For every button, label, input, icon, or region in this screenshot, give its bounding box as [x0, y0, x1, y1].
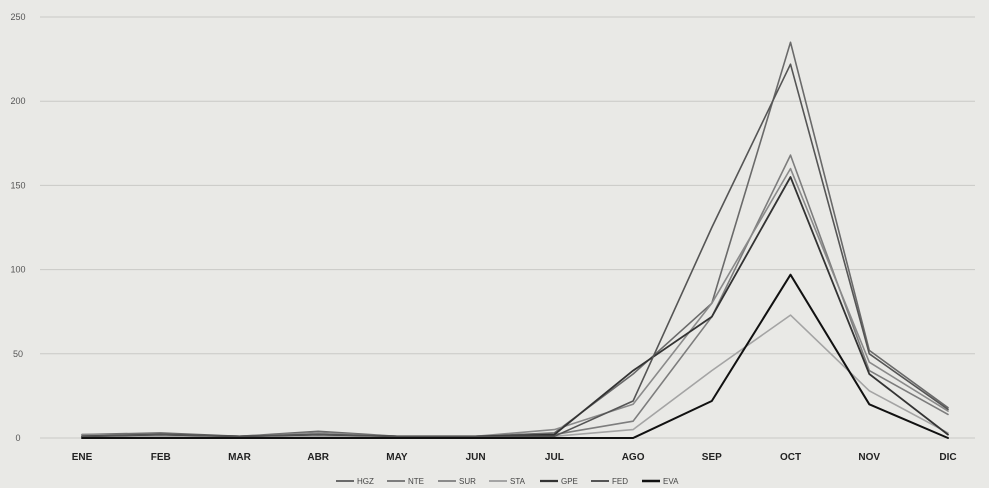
x-tick-label: JUL: [545, 452, 564, 463]
series-line-gpe: [81, 176, 949, 438]
x-tick-label: OCT: [780, 452, 801, 463]
series-line-fed: [81, 63, 949, 438]
legend-label-gpe: GPE: [561, 477, 578, 486]
x-tick-label: DIC: [939, 452, 956, 463]
x-tick-label: JUN: [466, 452, 486, 463]
legend-label-sur: SUR: [459, 477, 476, 486]
y-tick-label: 250: [10, 12, 25, 22]
grid: [40, 16, 975, 439]
legend-label-hgz: HGZ: [357, 477, 374, 486]
y-tick-label: 150: [10, 180, 25, 190]
y-axis: 0 50 100 150 200 250: [10, 12, 25, 443]
legend: HGZ NTE SUR STA GPE FED EVA: [336, 477, 679, 486]
legend-label-nte: NTE: [408, 477, 424, 486]
x-tick-label: AGO: [622, 452, 645, 463]
series-line-sur: [81, 167, 949, 438]
series-line-sta: [81, 314, 949, 439]
x-tick-label: ABR: [307, 452, 329, 463]
y-tick-label: 0: [15, 433, 20, 443]
y-tick-label: 100: [10, 265, 25, 275]
series-lines: [81, 41, 949, 439]
x-tick-label: MAY: [386, 452, 408, 463]
series-line-nte: [81, 154, 949, 439]
x-tick-label: MAR: [228, 452, 252, 463]
x-tick-label: SEP: [702, 452, 722, 463]
y-tick-label: 50: [13, 349, 23, 359]
y-tick-label: 200: [10, 96, 25, 106]
legend-label-eva: EVA: [663, 477, 679, 486]
series-line-eva: [81, 273, 949, 439]
x-axis: ENE FEB MAR ABR MAY JUN JUL AGO SEP OCT NOV DIC: [72, 452, 957, 463]
x-tick-label: NOV: [858, 452, 880, 463]
x-tick-label: ENE: [72, 452, 93, 463]
x-tick-label: FEB: [151, 452, 171, 463]
legend-label-sta: STA: [510, 477, 526, 486]
legend-label-fed: FED: [612, 477, 628, 486]
